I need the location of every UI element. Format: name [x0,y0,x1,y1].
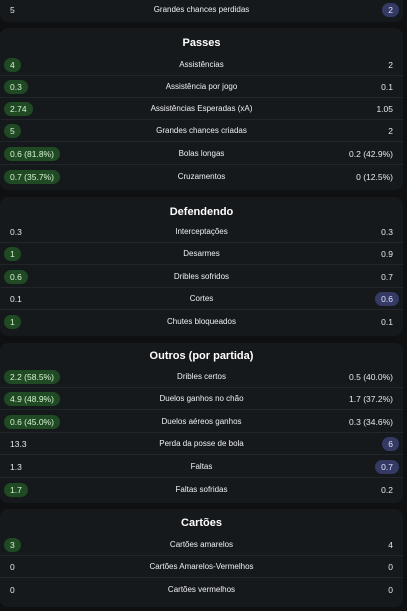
stat-row-duelos-aereos: 0.6 (45.0%) Duelos aéreos ganhos 0.3 (34… [0,411,403,433]
section-title: Cartões [181,517,222,529]
stat-right-value: 6 [382,437,399,451]
stat-label: Grandes chances perdidas [153,5,250,14]
stat-label: Cruzamentos [177,172,226,181]
stats-card-top: 5 Grandes chances perdidas 2 [0,0,403,22]
stat-label: Faltas [190,462,213,471]
stat-left-value: 0.3 [4,80,28,94]
stat-left-value: 2.2 (58.5%) [4,370,60,384]
stat-left-value: 0.3 [10,227,22,237]
stat-left-value: 1 [4,247,21,261]
stat-row-grandes-chances-criadas: 5 Grandes chances criadas 2 [0,120,403,142]
stat-label: Bolas longas [178,149,225,158]
stat-row-grandes-chances-perdidas: 5 Grandes chances perdidas 2 [0,0,403,21]
stat-label: Faltas sofridas [175,485,228,494]
stat-right-value: 2 [388,60,393,70]
stat-label: Dribles sofridos [173,272,230,281]
stat-row-perda-posse: 13.3 Perda da posse de bola 6 [0,433,403,455]
stat-label: Duelos ganhos no chão [159,394,244,403]
stat-label: Assistências Esperadas (xA) [150,104,253,113]
stat-row-assistencia-por-jogo: 0.3 Assistência por jogo 0.1 [0,76,403,98]
stat-right-value: 0.3 (34.6%) [349,417,393,427]
stat-left-value: 0 [10,585,15,595]
stat-label: Cartões amarelos [169,540,234,549]
stat-right-value: 0 [388,562,393,572]
stat-label: Assistência por jogo [165,82,238,91]
stat-right-value: 0.3 [381,227,393,237]
stat-right-value: 0.6 [375,292,399,306]
stat-left-value: 1.3 [10,462,22,472]
stat-right-value: 0.9 [381,249,393,259]
stat-left-value: 0 [10,562,15,572]
stat-right-value: 2 [388,126,393,136]
stat-right-value: 0.2 (42.9%) [349,149,393,159]
stat-left-value: 0.7 (35.7%) [4,170,60,184]
stat-row-bolas-longas: 0.6 (81.8%) Bolas longas 0.2 (42.9%) [0,143,403,165]
stat-label: Perda da posse de bola [159,439,244,448]
stat-row-faltas-sofridas: 1.7 Faltas sofridas 0.2 [0,479,403,501]
stat-label: Cortes [189,294,214,303]
stat-row-dribles-certos: 2.2 (58.5%) Dribles certos 0.5 (40.0%) [0,366,403,388]
section-title: Defendendo [169,206,234,218]
stat-row-faltas: 1.3 Faltas 0.7 [0,456,403,478]
stat-left-value: 0.6 (81.8%) [4,147,60,161]
section-title: Outros (por partida) [149,350,254,362]
stats-card-cartoes: Cartões 3 Cartões amarelos 4 0 Cartões A… [0,509,403,607]
stat-row-cartoes-amarelos-vermelhos: 0 Cartões Amarelos-Vermelhos 0 [0,556,403,578]
stat-row-cortes: 0.1 Cortes 0.6 [0,288,403,310]
stats-card-passes: Passes 4 Assistências 2 0.3 Assistência … [0,28,403,190]
stat-label: Cartões vermelhos [167,585,236,594]
stat-right-value: 1.05 [376,104,393,114]
stat-right-value: 4 [388,540,393,550]
stat-left-value: 3 [4,538,21,552]
section-title: Passes [182,37,221,49]
stat-row-cartoes-vermelhos: 0 Cartões vermelhos 0 [0,579,403,601]
stat-label: Chutes bloqueados [167,317,236,326]
stat-row-interceptacoes: 0.3 Interceptações 0.3 [0,221,403,243]
stat-label: Desarmes [183,249,220,258]
stat-left-value: 4.9 (48.9%) [4,392,60,406]
stat-left-value: 4 [4,58,21,72]
stat-left-value: 2.74 [4,102,33,116]
stat-left-value: 1.7 [4,483,28,497]
stat-left-value: 0.6 [4,270,28,284]
stat-left-value: 5 [10,5,15,15]
stat-row-assistencias: 4 Assistências 2 [0,54,403,76]
stat-label: Dribles certos [177,372,226,381]
stat-row-cruzamentos: 0.7 (35.7%) Cruzamentos 0 (12.5%) [0,166,403,188]
stat-right-value: 0.1 [381,82,393,92]
stat-right-value: 1.7 (37.2%) [349,394,393,404]
stat-left-value: 5 [4,124,21,138]
stat-left-value: 1 [4,315,21,329]
stat-row-assistencias-esperadas: 2.74 Assistências Esperadas (xA) 1.05 [0,98,403,120]
stat-right-value: 2 [382,3,399,17]
stat-left-value: 13.3 [10,439,27,449]
stats-card-outros: Outros (por partida) 2.2 (58.5%) Dribles… [0,343,403,503]
stat-row-dribles-sofridos: 0.6 Dribles sofridos 0.7 [0,266,403,288]
stat-row-chutes-bloqueados: 1 Chutes bloqueados 0.1 [0,311,403,333]
stat-label: Assistências [179,60,224,69]
stat-label: Duelos aéreos ganhos [161,417,242,426]
stat-row-cartoes-amarelos: 3 Cartões amarelos 4 [0,534,403,556]
stat-label: Grandes chances criadas [156,126,247,135]
stat-right-value: 0.5 (40.0%) [349,372,393,382]
stat-right-value: 0.2 [381,485,393,495]
stat-right-value: 0.7 [381,272,393,282]
stats-card-defendendo: Defendendo 0.3 Interceptações 0.3 1 Desa… [0,197,403,336]
stat-label: Interceptações [175,227,228,236]
stat-right-value: 0 (12.5%) [356,172,393,182]
stat-right-value: 0.1 [381,317,393,327]
stat-left-value: 0.1 [10,294,22,304]
stat-row-duelos-chao: 4.9 (48.9%) Duelos ganhos no chão 1.7 (3… [0,388,403,410]
stat-right-value: 0 [388,585,393,595]
stat-left-value: 0.6 (45.0%) [4,415,60,429]
stat-row-desarmes: 1 Desarmes 0.9 [0,243,403,265]
stat-right-value: 0.7 [375,460,399,474]
stat-label: Cartões Amarelos-Vermelhos [149,562,254,571]
